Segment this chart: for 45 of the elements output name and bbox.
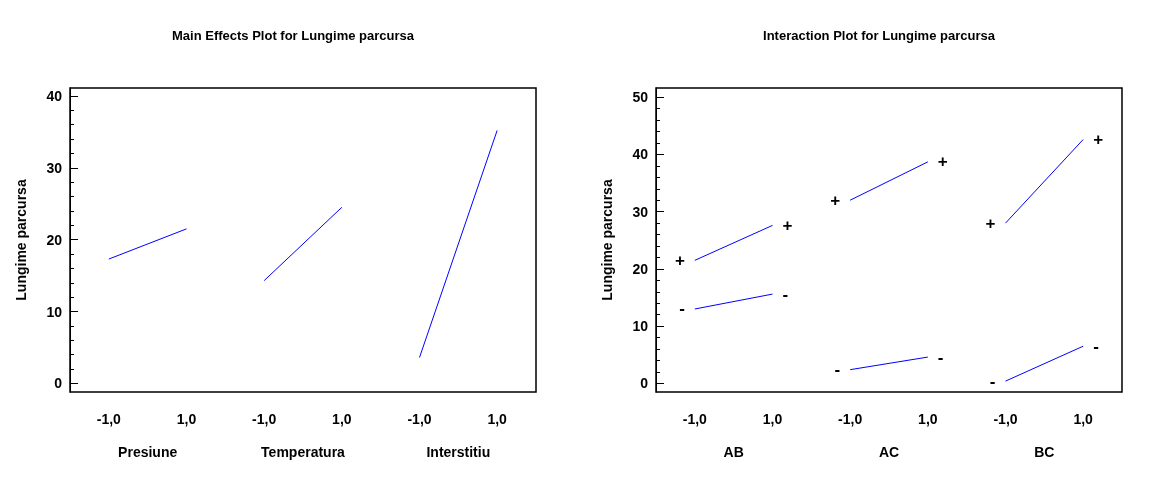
x-tick-label: -1,0: [407, 411, 432, 427]
y-tick-label: 50: [632, 89, 649, 106]
text: BC: [1034, 444, 1055, 460]
series-label: -: [834, 360, 841, 380]
y-tick-label: 10: [46, 303, 63, 320]
x-tick-label: -1,0: [993, 411, 1018, 427]
x-tick-label: 1,0: [1073, 411, 1094, 427]
x-tick-label: 1,0: [487, 411, 508, 427]
y-tick-label: 40: [46, 87, 63, 104]
x-tick-label: 1,0: [918, 411, 938, 427]
series-label: -: [679, 299, 685, 319]
series-label: +: [674, 250, 685, 270]
y-axis-title: Lungime parcursa: [13, 179, 29, 301]
chart-title: Interaction Plot for Lungime parcursa: [763, 28, 996, 43]
x-tick-label: -1,0: [682, 411, 708, 427]
y-tick-label: 20: [46, 231, 63, 248]
y-tick-label: 40: [632, 146, 649, 163]
series-label: -: [989, 371, 996, 391]
text: -: [937, 347, 944, 367]
text: AB: [723, 444, 744, 460]
text: -: [1093, 336, 1099, 356]
y-tick-label: 0: [640, 375, 649, 392]
text: +: [1093, 130, 1104, 150]
text: Presiune: [118, 444, 178, 460]
x-tick-label: -1,0: [838, 411, 863, 427]
x-tick-label: 1,0: [332, 411, 352, 427]
text: AC: [878, 444, 900, 460]
series-label: +: [830, 190, 841, 210]
text: +: [937, 152, 948, 172]
text: +: [782, 215, 793, 235]
text: Interstitiu: [426, 444, 491, 460]
text: Temperatura: [261, 444, 346, 460]
x-tick-label: -1,0: [252, 411, 277, 427]
y-tick-label: 10: [632, 318, 649, 335]
x-tick-label: 1,0: [762, 411, 783, 427]
chart-title: Main Effects Plot for Lungime parcursa: [172, 28, 415, 43]
y-tick-label: 0: [54, 375, 63, 392]
y-tick-label: 20: [632, 260, 649, 277]
series-label: +: [985, 213, 996, 233]
text: -: [782, 284, 789, 304]
x-tick-label: -1,0: [96, 411, 122, 427]
y-axis-title: Lungime parcursa: [599, 179, 615, 301]
y-tick-label: 30: [632, 203, 649, 220]
y-tick-label: 30: [46, 159, 63, 176]
x-tick-label: 1,0: [176, 411, 197, 427]
